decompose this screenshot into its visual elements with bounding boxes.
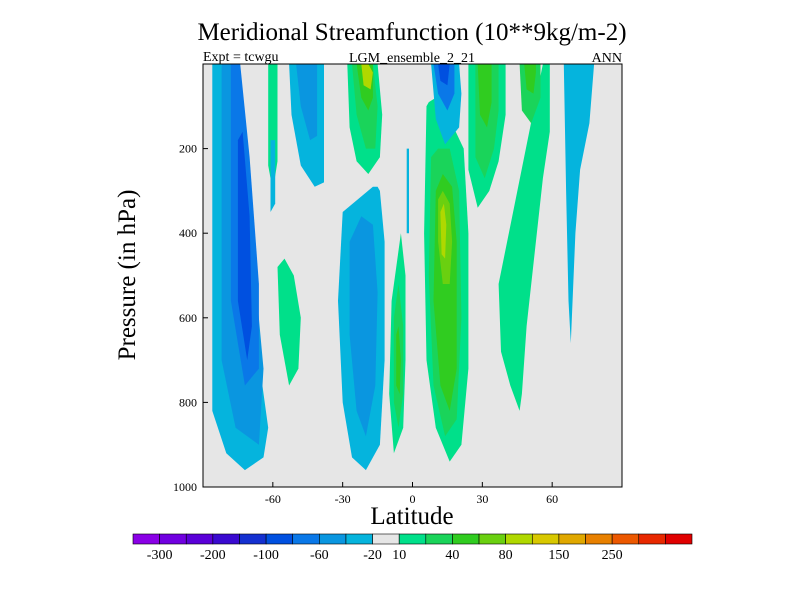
contour-sh-neg-thin bbox=[270, 140, 276, 212]
x-tick-label: -60 bbox=[265, 492, 281, 506]
colorbar: -300 -200 -100 -60 -20 10 40 80 150 250 bbox=[132, 533, 693, 563]
contour-nh-upper-neg-core-2 bbox=[438, 64, 450, 86]
contour-nh-hadley-pos-core-4 bbox=[440, 203, 447, 259]
contour-sh-lower-pos bbox=[277, 258, 301, 386]
y-tick-label: 800 bbox=[179, 395, 197, 409]
y-tick-label: 200 bbox=[179, 142, 197, 156]
x-tick-label: 30 bbox=[476, 492, 488, 506]
colorbar-swatch bbox=[505, 533, 533, 545]
colorbar-swatch bbox=[212, 533, 240, 545]
x-axis-label: Latitude bbox=[370, 503, 453, 530]
contour-nh-mid-pos-core-2 bbox=[524, 64, 536, 94]
colorbar-swatch bbox=[452, 533, 480, 545]
contour-sh-upper-neg-core bbox=[296, 64, 318, 141]
colorbar-swatch bbox=[531, 533, 560, 545]
y-tick-label: 400 bbox=[179, 226, 197, 240]
y-tick-label: 600 bbox=[179, 311, 197, 325]
colorbar-swatch bbox=[665, 533, 693, 545]
x-tick-label: 0 bbox=[410, 492, 416, 506]
contour-nh-upper-pos-core-2 bbox=[477, 64, 492, 128]
colorbar-label: 10 bbox=[392, 548, 406, 563]
colorbar-swatch bbox=[292, 533, 320, 545]
colorbar-label: 250 bbox=[602, 548, 623, 563]
colorbar-swatch bbox=[372, 533, 400, 545]
colorbar-swatch bbox=[638, 533, 666, 545]
colorbar-label: -20 bbox=[363, 548, 382, 563]
experiment-label: Expt = tcwgu bbox=[203, 50, 279, 65]
plot-area bbox=[202, 63, 623, 488]
colorbar-label: 80 bbox=[499, 548, 513, 563]
colorbar-swatch bbox=[265, 533, 294, 545]
colorbar-swatch bbox=[185, 533, 214, 545]
y-tick-label: 1000 bbox=[173, 480, 197, 494]
contour-sh-ferrel-core-3 bbox=[237, 131, 252, 361]
colorbar-swatch bbox=[425, 533, 453, 545]
colorbar-swatch bbox=[319, 533, 347, 545]
y-axis-label: Pressure (in hPa) bbox=[114, 190, 141, 361]
chart-title: Meridional Streamfunction (10**9kg/m-2) bbox=[197, 19, 626, 46]
contour-eq-thin-neg bbox=[406, 148, 409, 234]
colorbar-swatch bbox=[585, 533, 613, 545]
colorbar-swatch bbox=[132, 533, 160, 545]
ensemble-label: LGM_ensemble_2_21 bbox=[349, 51, 475, 66]
contour-upper-pos-core-3 bbox=[361, 64, 373, 90]
colorbar-swatch bbox=[345, 533, 373, 545]
contour-nh-polar-neg bbox=[563, 64, 595, 344]
colorbar-swatch bbox=[398, 533, 427, 545]
colorbar-swatch bbox=[239, 533, 267, 545]
contour-regions bbox=[212, 64, 595, 471]
contour-nh-mid-pos-core bbox=[519, 64, 541, 124]
contour-eq-pos-core-2 bbox=[396, 326, 401, 394]
colorbar-label: -100 bbox=[253, 548, 279, 563]
contour-nh-mid-pos bbox=[498, 64, 550, 411]
y-axis-ticks: 200 400 600 800 1000 bbox=[173, 142, 208, 494]
colorbar-label: -200 bbox=[200, 548, 226, 563]
colorbar-label: 150 bbox=[548, 548, 569, 563]
colorbar-swatch bbox=[159, 533, 187, 545]
colorbar-label: -60 bbox=[310, 548, 329, 563]
season-label: ANN bbox=[592, 51, 622, 66]
colorbar-label: -300 bbox=[147, 548, 173, 563]
contour-nh-upper-neg-core bbox=[433, 64, 455, 111]
colorbar-swatch bbox=[478, 533, 506, 545]
colorbar-label: 40 bbox=[445, 548, 459, 563]
contour-hadley-neg-core bbox=[349, 216, 378, 437]
x-tick-label: -30 bbox=[335, 492, 351, 506]
colorbar-swatch bbox=[558, 533, 586, 545]
colorbar-swatch bbox=[611, 533, 640, 545]
x-tick-label: 60 bbox=[546, 492, 558, 506]
x-axis-ticks: -60 -30 0 30 60 bbox=[265, 482, 558, 506]
